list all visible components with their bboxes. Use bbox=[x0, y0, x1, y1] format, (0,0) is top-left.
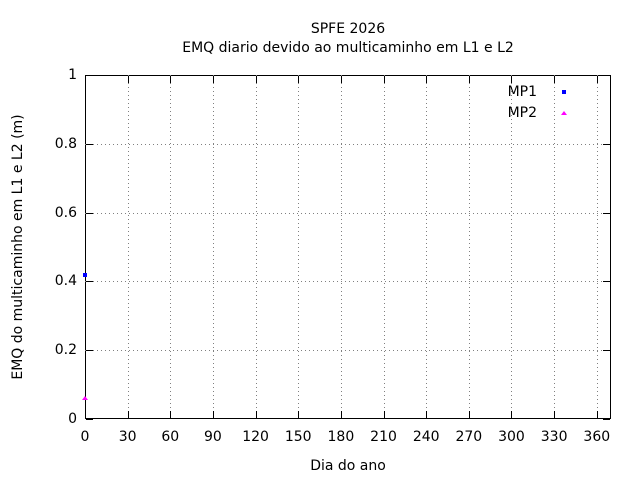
legend-label-mp2: MP2 bbox=[507, 105, 537, 121]
y-tick-left bbox=[86, 281, 93, 283]
x-tick-bottom bbox=[340, 411, 342, 418]
h-gridline bbox=[85, 281, 611, 283]
x-tick-label: 90 bbox=[204, 429, 222, 445]
x-tick-label: 0 bbox=[80, 429, 90, 445]
x-tick-label: 120 bbox=[242, 429, 269, 445]
x-tick-top bbox=[298, 76, 300, 83]
legend-marker-mp2 bbox=[561, 111, 567, 115]
y-tick-left bbox=[86, 350, 93, 352]
y-tick-left bbox=[86, 143, 93, 145]
plot-area-border bbox=[85, 75, 611, 419]
y-tick-label: 0.4 bbox=[54, 273, 77, 290]
x-tick-bottom bbox=[468, 411, 470, 418]
y-tick-left bbox=[86, 419, 93, 420]
y-tick-right bbox=[603, 350, 610, 352]
y-tick-right bbox=[603, 75, 610, 76]
x-tick-bottom bbox=[255, 411, 257, 418]
x-tick-top bbox=[511, 76, 513, 83]
y-tick-label: 1 bbox=[68, 67, 77, 83]
v-gridline bbox=[298, 75, 300, 419]
v-gridline bbox=[468, 75, 470, 419]
x-tick-top bbox=[85, 76, 86, 83]
x-tick-top bbox=[212, 76, 214, 83]
y-tick-label: 0.8 bbox=[54, 135, 77, 152]
v-gridline bbox=[212, 75, 214, 419]
y-tick-right bbox=[603, 143, 610, 145]
v-gridline bbox=[596, 75, 598, 419]
x-tick-bottom bbox=[554, 411, 556, 418]
x-tick-label: 150 bbox=[284, 429, 312, 445]
x-tick-label: 30 bbox=[118, 429, 137, 445]
data-point-mp2 bbox=[82, 396, 88, 401]
y-tick-label: 0.6 bbox=[54, 204, 77, 221]
legend-marker-mp1 bbox=[562, 90, 566, 94]
x-tick-label: 270 bbox=[455, 429, 483, 445]
x-tick-top bbox=[426, 76, 428, 83]
y-tick-label: 0.2 bbox=[54, 342, 77, 359]
v-gridline bbox=[170, 75, 172, 419]
y-tick-right bbox=[603, 281, 610, 283]
x-tick-label: 180 bbox=[327, 429, 355, 445]
x-axis-title: Dia do ano bbox=[310, 458, 386, 474]
h-gridline bbox=[85, 143, 611, 145]
x-tick-top bbox=[383, 76, 385, 83]
y-tick-right bbox=[603, 212, 610, 214]
x-tick-label: 360 bbox=[583, 429, 611, 445]
x-tick-bottom bbox=[426, 411, 428, 418]
x-tick-label: 60 bbox=[161, 429, 180, 445]
y-axis-title: EMQ do multicaminho em L1 e L2 (m) bbox=[10, 114, 26, 380]
chart-title-line2: EMQ diario devido ao multicaminho em L1 … bbox=[182, 40, 514, 56]
x-tick-top bbox=[596, 76, 598, 83]
x-tick-top bbox=[554, 76, 556, 83]
x-tick-bottom bbox=[85, 411, 86, 418]
x-tick-label: 210 bbox=[370, 429, 397, 445]
x-tick-top bbox=[340, 76, 342, 83]
v-gridline bbox=[255, 75, 257, 419]
y-tick-left bbox=[86, 212, 93, 214]
v-gridline bbox=[426, 75, 428, 419]
v-gridline bbox=[554, 75, 556, 419]
x-tick-bottom bbox=[298, 411, 300, 418]
y-tick-right bbox=[603, 419, 610, 420]
x-tick-bottom bbox=[170, 411, 172, 418]
x-tick-bottom bbox=[511, 411, 513, 418]
x-tick-top bbox=[255, 76, 257, 83]
y-tick-left bbox=[86, 75, 93, 76]
x-tick-label: 300 bbox=[498, 429, 525, 445]
y-tick-label: 0 bbox=[68, 411, 77, 427]
v-gridline bbox=[383, 75, 385, 419]
x-tick-top bbox=[127, 76, 129, 83]
x-tick-top bbox=[170, 76, 172, 83]
data-point-mp1 bbox=[83, 272, 87, 277]
v-gridline bbox=[127, 75, 129, 419]
x-tick-label: 240 bbox=[412, 429, 440, 445]
h-gridline bbox=[85, 212, 611, 214]
h-gridline bbox=[85, 350, 611, 352]
x-tick-bottom bbox=[212, 411, 214, 418]
x-tick-bottom bbox=[596, 411, 598, 418]
chart-title: SPFE 2026 EMQ diario devido ao multicami… bbox=[48, 20, 640, 58]
x-tick-label: 330 bbox=[540, 429, 568, 445]
x-tick-top bbox=[468, 76, 470, 83]
legend-label-mp1: MP1 bbox=[507, 84, 537, 100]
x-tick-bottom bbox=[383, 411, 385, 418]
v-gridline bbox=[511, 75, 513, 419]
chart-title-line1: SPFE 2026 bbox=[310, 21, 386, 37]
x-tick-bottom bbox=[127, 411, 129, 418]
v-gridline bbox=[340, 75, 342, 419]
